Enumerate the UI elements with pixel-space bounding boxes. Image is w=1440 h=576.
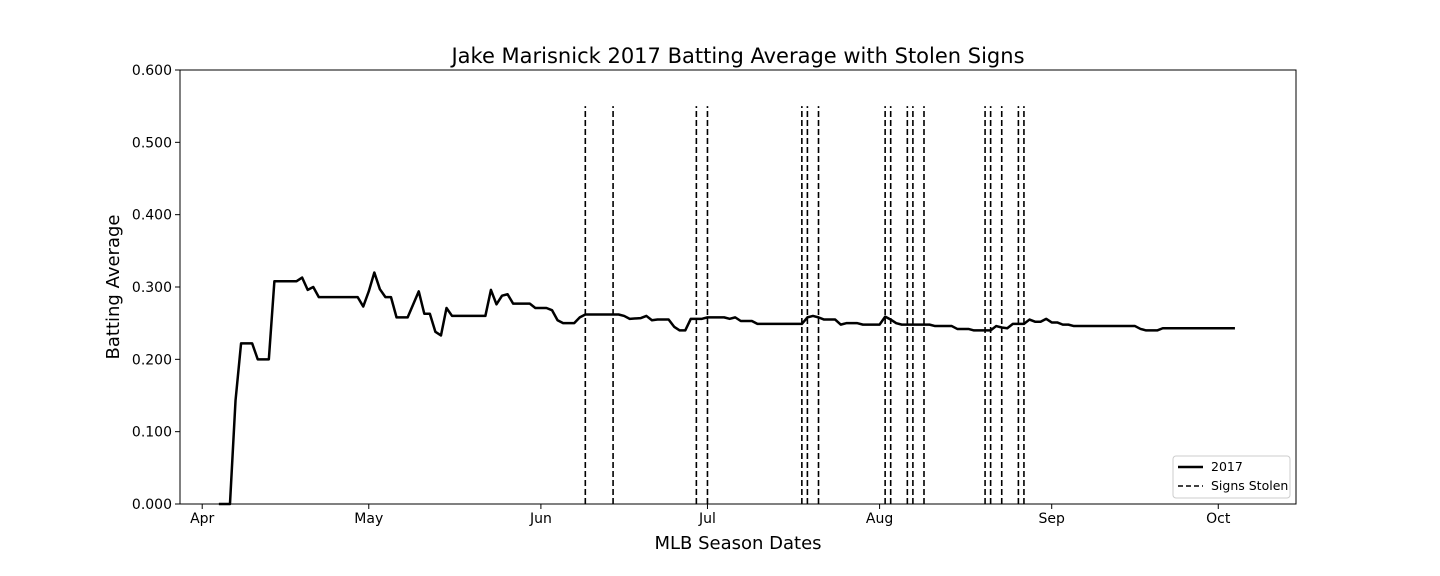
x-tick-label: Aug [866, 511, 893, 527]
x-axis: Apr May Jun Jul Aug Sep Oct [190, 504, 1231, 527]
batting-average-line [218, 271, 1235, 506]
x-tick-label: Oct [1206, 511, 1231, 527]
plot-frame [179, 69, 1297, 505]
y-tick-label: 0.100 [132, 425, 172, 441]
batting-average-series [218, 271, 1235, 506]
chart-title: Jake Marisnick 2017 Batting Average with… [449, 44, 1024, 68]
y-tick-label: 0.200 [132, 352, 172, 368]
y-tick-label: 0.400 [132, 208, 172, 224]
legend-label-2017: 2017 [1211, 459, 1243, 474]
x-tick-label: Sep [1039, 511, 1066, 527]
y-tick-label: 0.300 [132, 280, 172, 296]
y-axis: 0.000 0.100 0.200 0.300 0.400 0.500 0.600 [132, 63, 180, 513]
y-axis-label: Batting Average [103, 215, 124, 360]
signs-stolen-series [584, 106, 1025, 504]
y-tick-label: 0.000 [132, 497, 172, 513]
legend: 2017 Signs Stolen [1172, 455, 1291, 499]
x-tick-label: Apr [190, 511, 214, 527]
y-tick-label: 0.500 [132, 135, 172, 151]
y-tick-label: 0.600 [132, 63, 172, 79]
x-tick-label: May [354, 511, 383, 527]
legend-label-signs-stolen: Signs Stolen [1211, 478, 1288, 493]
x-tick-label: Jun [529, 511, 552, 527]
x-axis-label: MLB Season Dates [654, 533, 821, 554]
x-tick-label: Jul [698, 511, 716, 527]
